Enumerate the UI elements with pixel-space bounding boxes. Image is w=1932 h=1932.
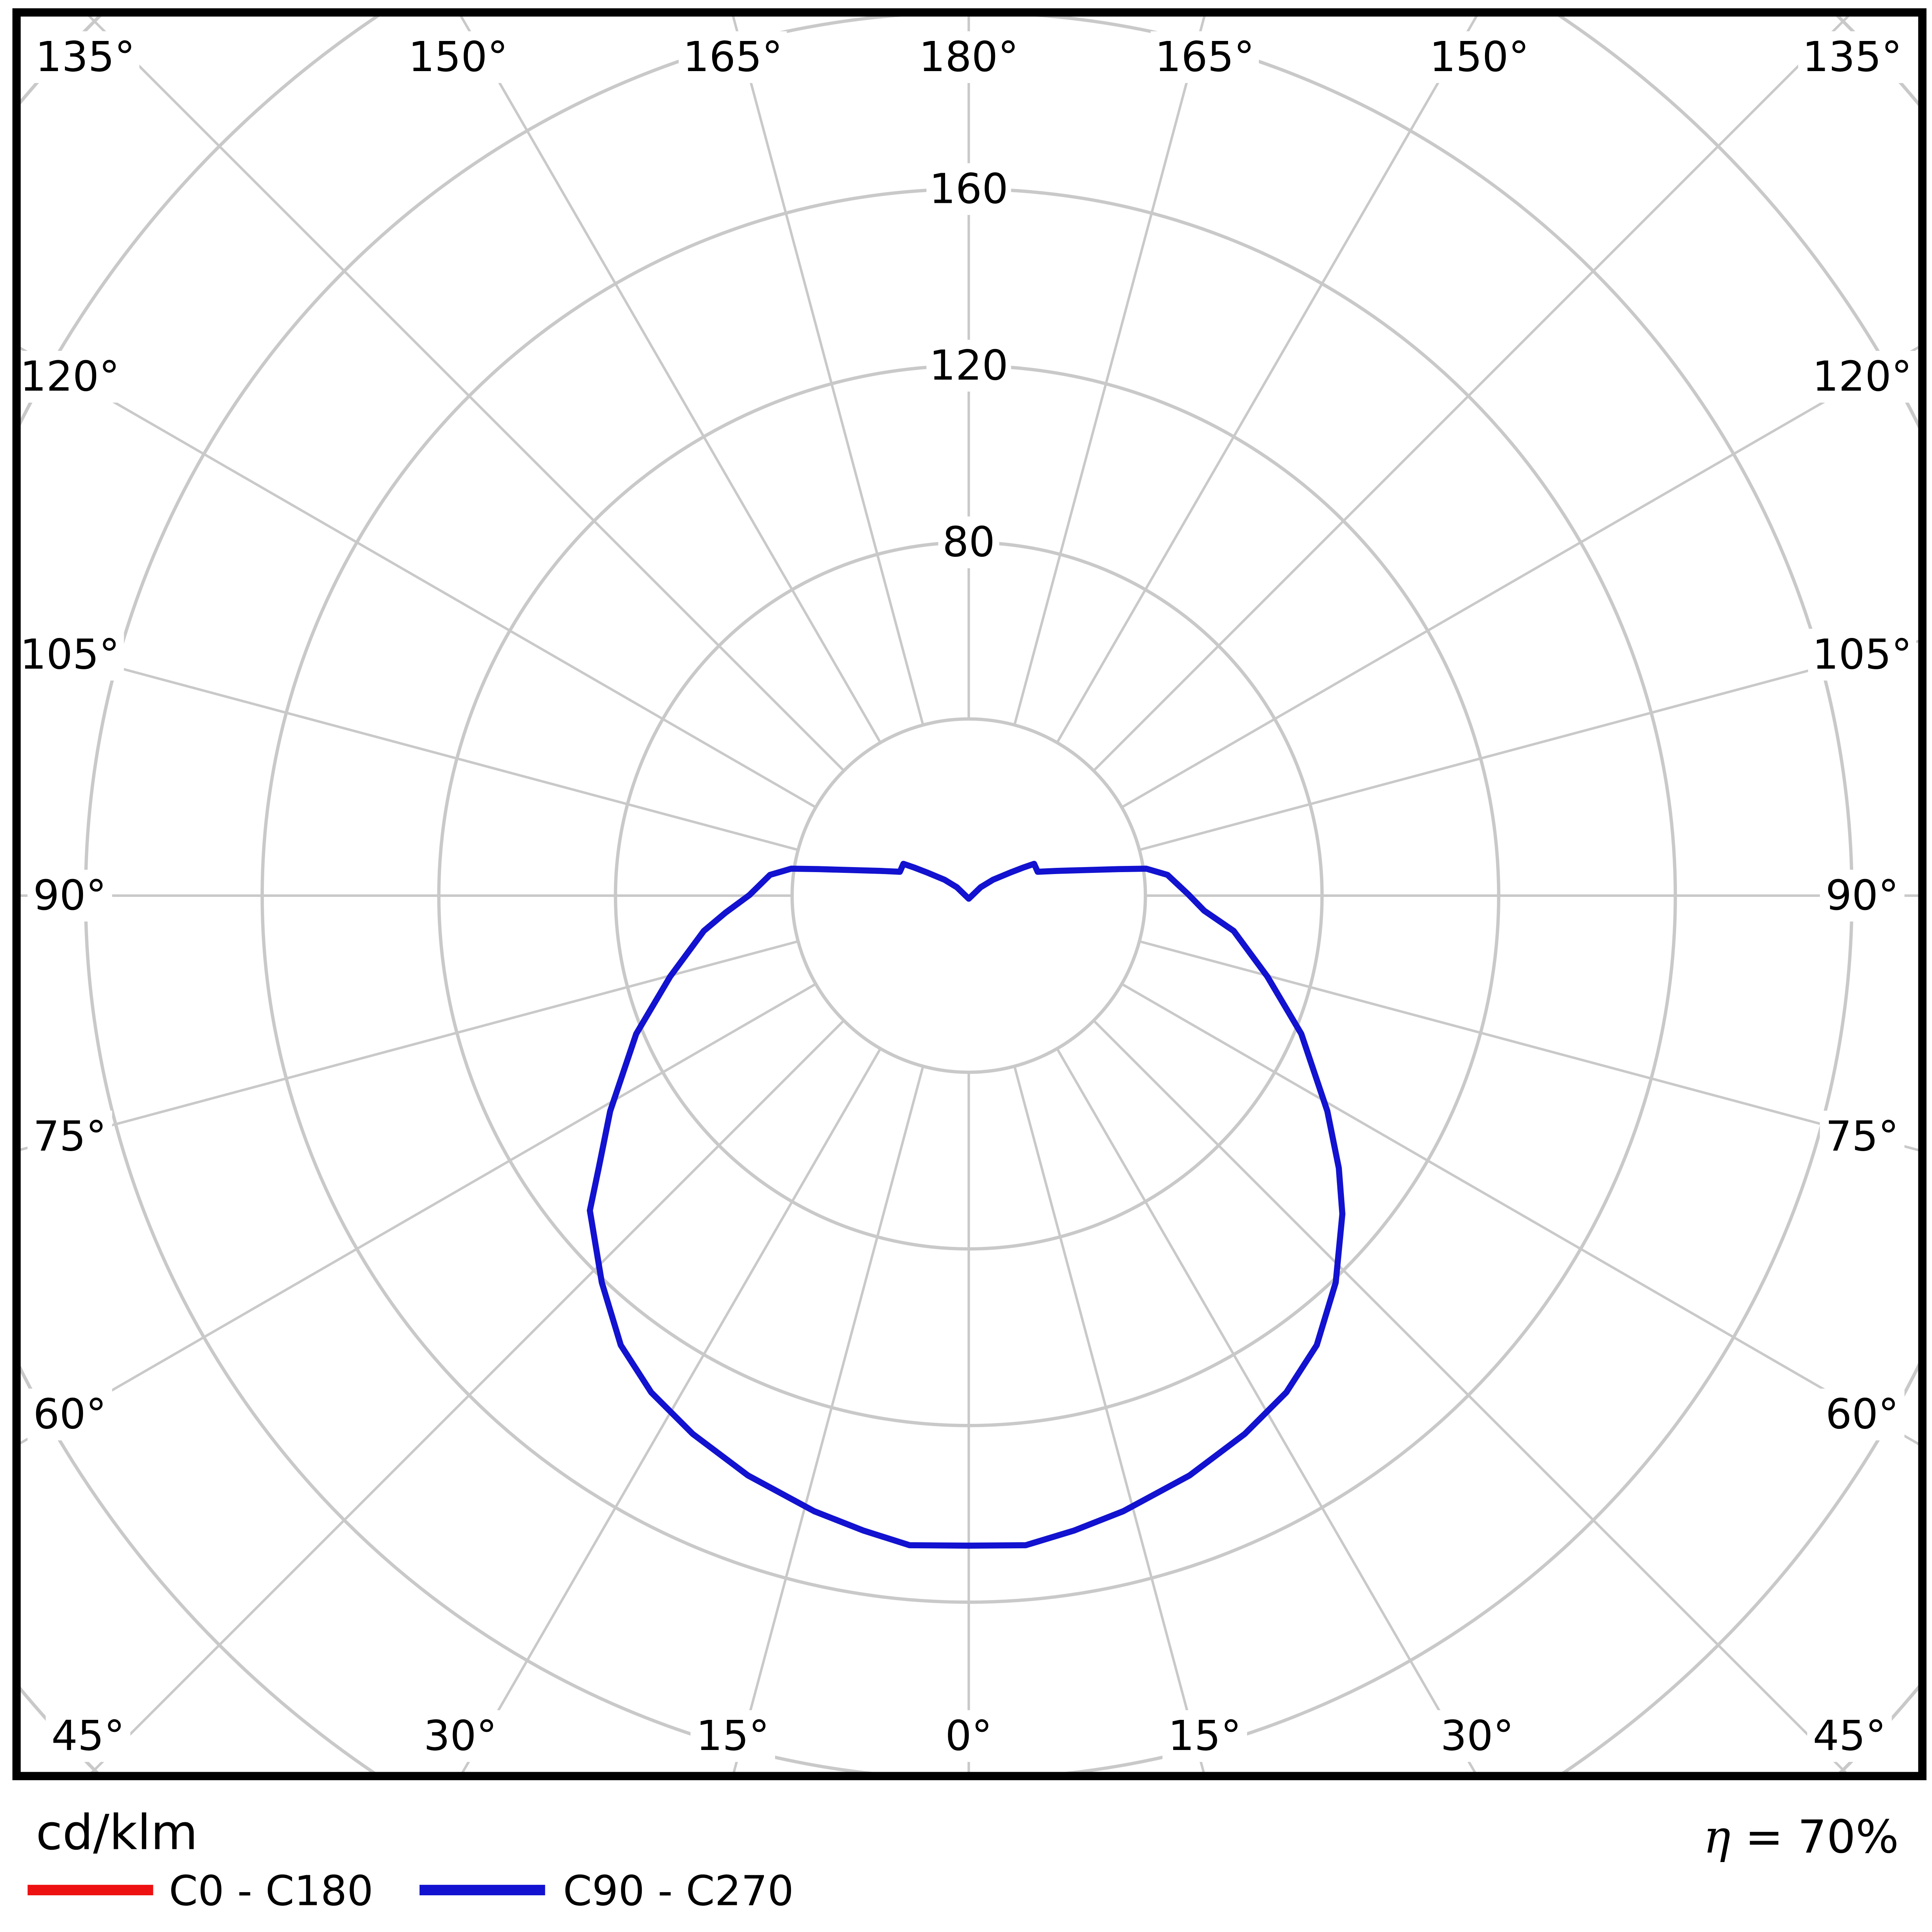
c0-c180-label: C0 - C180 — [169, 1867, 373, 1915]
grid-spoke-285 — [20, 940, 799, 1151]
angle-label-bottom: 15° — [696, 1712, 769, 1760]
grid-spoke-195 — [732, 16, 924, 726]
label-halo — [1808, 351, 1917, 403]
label-halo — [27, 1111, 112, 1163]
angle-label-left: 90° — [33, 872, 107, 920]
grid-spoke-60 — [1121, 983, 1918, 1446]
angle-label-left: 75° — [33, 1112, 107, 1160]
label-halo — [1820, 1388, 1905, 1440]
label-halo — [1425, 31, 1534, 83]
label-halo — [1808, 629, 1917, 681]
angle-label-bottom: 30° — [1440, 1712, 1514, 1760]
grid-spoke-15 — [1013, 1066, 1205, 1772]
label-halo — [1435, 1710, 1520, 1762]
label-halo — [15, 629, 124, 681]
grid-spoke-315 — [90, 1019, 845, 1772]
efficiency-label: η = 70% — [1703, 1810, 1899, 1863]
grid-spoke-135 — [1093, 16, 1850, 772]
label-halo — [926, 340, 1011, 392]
label-halo — [679, 31, 787, 83]
grid-spoke-225 — [88, 16, 845, 772]
grid-spoke-255 — [20, 640, 799, 851]
angle-label-right: 120° — [1812, 353, 1912, 401]
label-halo — [46, 1710, 131, 1762]
label-halo — [1798, 31, 1906, 83]
angle-label-top: 135° — [36, 33, 135, 81]
angle-label-top: 135° — [1803, 33, 1902, 81]
angle-label-bottom: 15° — [1168, 1712, 1242, 1760]
label-halo — [915, 31, 1023, 83]
angle-label-right: 105° — [1812, 631, 1912, 679]
ring-label-120: 120 — [929, 342, 1008, 389]
label-halo — [938, 516, 1000, 568]
label-halo — [690, 1710, 775, 1762]
angle-label-top: 180° — [919, 33, 1019, 81]
label-halo — [1820, 869, 1905, 922]
angle-label-right: 75° — [1825, 1112, 1899, 1160]
grid-spoke-210 — [459, 16, 882, 743]
grid-spoke-105 — [1139, 640, 1918, 851]
grid-spoke-240 — [20, 347, 816, 809]
angle-label-left: 60° — [33, 1391, 107, 1439]
grid-spoke-345 — [733, 1066, 924, 1772]
angle-label-top: 150° — [408, 33, 508, 81]
plot-border — [12, 8, 1927, 1781]
grid-spoke-330 — [461, 1048, 882, 1772]
angle-label-right: 60° — [1825, 1391, 1899, 1439]
grid-spoke-30 — [1056, 1048, 1476, 1772]
angle-label-left: 105° — [20, 631, 120, 679]
label-halo — [938, 1710, 1000, 1762]
grid-spoke-300 — [20, 983, 816, 1445]
legend-unit-label: cd/klm — [36, 1805, 198, 1861]
label-halo — [15, 351, 124, 403]
label-halo — [1820, 1111, 1905, 1163]
label-halo — [1150, 31, 1259, 83]
angle-label-right: 90° — [1825, 872, 1899, 920]
angle-label-bottom: 0° — [945, 1712, 992, 1760]
angle-label-bottom: 30° — [423, 1712, 497, 1760]
c90-c270-label: C90 - C270 — [563, 1867, 794, 1915]
label-halo — [404, 31, 512, 83]
ring-label-160: 160 — [929, 165, 1008, 213]
axis-labels: 135° 150° 165° 180° 165° 150° 135° 45° 30° 15° 0° 1… — [15, 31, 1917, 1762]
ring-label-80: 80 — [942, 519, 995, 566]
grid-spoke-150 — [1056, 16, 1478, 743]
label-halo — [1807, 1710, 1892, 1762]
label-halo — [27, 869, 112, 922]
angle-label-top: 165° — [683, 33, 782, 81]
angle-label-bottom: 45° — [1813, 1712, 1886, 1760]
grid-spoke-165 — [1013, 16, 1206, 726]
angle-label-top: 150° — [1430, 33, 1529, 81]
plot-frame — [12, 8, 1927, 1781]
legend: cd/klm C0 - C180 C90 - C270 η = 70% — [27, 1805, 1899, 1915]
label-halo — [31, 31, 139, 83]
intensity-curves — [587, 861, 1345, 1549]
label-halo — [418, 1710, 503, 1762]
label-halo — [1162, 1710, 1247, 1762]
label-halo — [926, 163, 1011, 215]
grid-spoke-45 — [1093, 1019, 1847, 1772]
angle-label-left: 120° — [20, 353, 120, 401]
grid-spoke-120 — [1121, 346, 1918, 809]
angle-label-bottom: 45° — [51, 1712, 125, 1760]
label-halo — [27, 1388, 112, 1440]
curve-C90-C270 — [587, 861, 1345, 1549]
angle-label-top: 165° — [1155, 33, 1255, 81]
grid-spoke-75 — [1139, 940, 1918, 1151]
